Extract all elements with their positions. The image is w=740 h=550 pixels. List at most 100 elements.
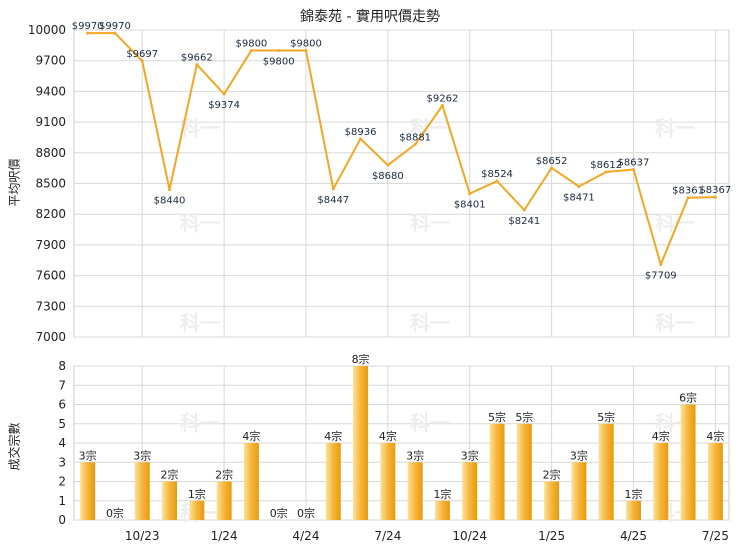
transaction-bar [216,481,232,520]
x-tick-label: 10/23 [125,529,160,543]
price-point [86,31,90,35]
transaction-bar [134,462,150,520]
x-tick-label: 7/24 [374,529,401,543]
transaction-bar [653,443,669,520]
price-point [113,31,117,35]
bar-y-tick-label: 2 [58,475,66,489]
transaction-bar [189,500,205,520]
transaction-bar [544,481,560,520]
line-y-tick-label: 9100 [35,115,66,129]
price-data-label: $8447 [317,195,349,206]
watermark: 科一 [410,211,450,235]
price-point [631,167,635,171]
price-point [413,143,417,147]
transaction-bar [571,462,587,520]
x-tick-label: 10/24 [452,529,487,543]
bar-data-label: 2宗 [543,468,561,482]
price-data-label: $8440 [154,196,186,207]
bar-data-label: 3宗 [461,448,479,462]
line-y-tick-label: 8500 [35,177,66,191]
line-y-tick-label: 10000 [28,23,66,37]
bar-data-label: 4宗 [706,429,724,443]
bar-data-label: 6宗 [679,391,697,405]
transaction-bar [407,462,423,520]
transaction-bar [380,443,396,520]
price-point [659,262,663,266]
bar-data-label: 1宗 [188,487,206,501]
price-data-label: $8680 [372,171,404,182]
price-point [359,137,363,141]
price-data-label: $8936 [345,127,377,138]
transaction-bar [680,404,696,520]
watermark: 科一 [180,411,220,435]
price-data-label: $8401 [454,200,486,211]
bar-data-label: 3宗 [133,448,151,462]
bar-y-tick-label: 5 [58,417,66,431]
bar-data-label: 4宗 [324,429,342,443]
price-point [331,187,335,191]
price-data-label: $9262 [427,94,459,105]
watermark: 科一 [180,116,220,140]
bar-y-tick-label: 1 [58,494,66,508]
transaction-bar [243,443,259,520]
price-point [440,104,444,108]
price-point [604,170,608,174]
line-y-tick-label: 7000 [35,330,66,344]
transaction-bar [80,462,96,520]
price-line-chart: 7000 7300 7600 7900 8200 8500 8800 9100 9400 9700… [28,21,731,344]
price-data-label: $8241 [508,216,540,227]
price-data-label: $8637 [618,157,650,168]
line-y-tick-label: 7900 [35,238,66,252]
bar-data-label: 4宗 [242,429,260,443]
bar-data-label: 1宗 [433,487,451,501]
price-point [686,196,690,200]
price-data-label: $8881 [399,133,431,144]
transaction-bar [162,481,178,520]
price-point [713,195,717,199]
bar-data-label: 3宗 [406,448,424,462]
price-data-label: $9800 [263,56,295,67]
transaction-bar [325,443,341,520]
bar-data-label: 0宗 [106,506,124,520]
bar-data-label: 3宗 [570,448,588,462]
price-point [304,48,308,52]
x-tick-label: 1/24 [211,529,238,543]
bar-data-label: 0宗 [297,506,315,520]
chart-title: 錦泰苑 - 實用呎價走勢 [300,9,440,25]
price-point [495,179,499,183]
x-tick-label: 7/25 [702,529,729,543]
transaction-bar-chart: 0 1 2 3 4 5 6 7 8 10/23 1/24 4/24 7/24 10/24 1/25 4/25 7… [58,352,730,543]
price-point [386,163,390,167]
bar-data-label: 3宗 [79,448,97,462]
watermark: 科一 [180,211,220,235]
price-data-label: $9800 [235,38,267,49]
transaction-bar [462,462,478,520]
watermark: 科一 [410,311,450,335]
price-data-label: $8361 [672,186,704,197]
bar-y-tick-label: 8 [58,359,66,373]
price-data-label: $9662 [181,53,213,64]
price-data-label: $8367 [699,185,731,196]
bar-y-tick-label: 6 [58,398,66,412]
line-y-tick-label: 8800 [35,146,66,160]
price-data-label: $9374 [208,100,240,111]
price-data-label: $8524 [481,169,513,180]
line-y-tick-label: 7300 [35,299,66,313]
bar-data-label: 5宗 [597,410,615,424]
price-data-label: $8471 [563,192,595,203]
transaction-bar [353,366,369,520]
price-point [249,48,253,52]
bar-data-label: 5宗 [488,410,506,424]
price-point [195,63,199,67]
watermark: 科一 [410,116,450,140]
bar-data-label: 4宗 [379,429,397,443]
transaction-bar [516,423,532,520]
transaction-bar [598,423,614,520]
price-point [168,188,172,192]
watermark: 科一 [655,116,695,140]
price-series-line [87,32,716,266]
watermark: 科一 [655,311,695,335]
bar-data-label: 8宗 [352,352,370,366]
line-y-tick-label: 8200 [35,207,66,221]
